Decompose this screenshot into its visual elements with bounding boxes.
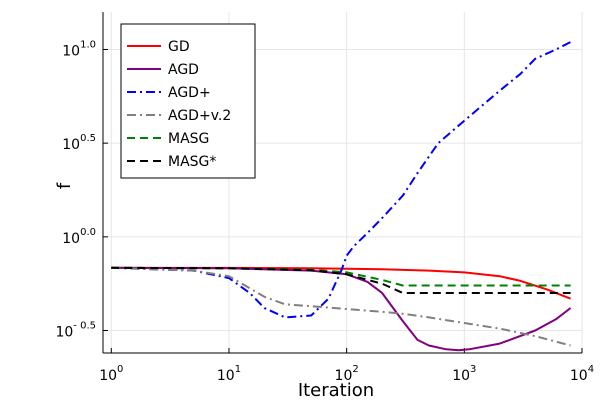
legend-box — [120, 23, 256, 179]
x-tick-label: 103 — [452, 364, 476, 384]
legend-label: AGD — [168, 62, 199, 78]
y-tick-label: 100.5 — [62, 133, 96, 153]
x-tick-label: 102 — [335, 364, 359, 384]
y-tick-label: 100.0 — [62, 227, 96, 247]
series-line-agd — [111, 266, 572, 352]
x-tick-label: 101 — [217, 364, 241, 384]
x-tick-label: 100 — [99, 364, 123, 384]
x-axis-label: Iteration — [298, 380, 374, 400]
series-line-masg — [111, 266, 571, 294]
y-tick-label: 10- 0.5 — [55, 321, 96, 341]
legend-label: AGD+v.2 — [168, 108, 231, 124]
series-line-agd — [111, 41, 572, 319]
legend: GD AGD AGD+ AGD+v.2 MASG MASG* — [120, 23, 256, 179]
y-tick-label: 101.0 — [62, 39, 96, 59]
y-axis-label: f — [54, 182, 75, 189]
legend-label: MASG* — [168, 154, 216, 170]
legend-label: GD — [168, 39, 190, 55]
x-tick-label: 104 — [570, 364, 594, 384]
series-lines — [111, 41, 572, 352]
legend-label: AGD+ — [168, 85, 211, 101]
axes: 100 101 102 103 104 10- 0.5 100.0 100.5 101.0 — [55, 12, 594, 384]
series-line-agd-v-2 — [111, 266, 571, 347]
legend-label: MASG — [168, 131, 209, 147]
